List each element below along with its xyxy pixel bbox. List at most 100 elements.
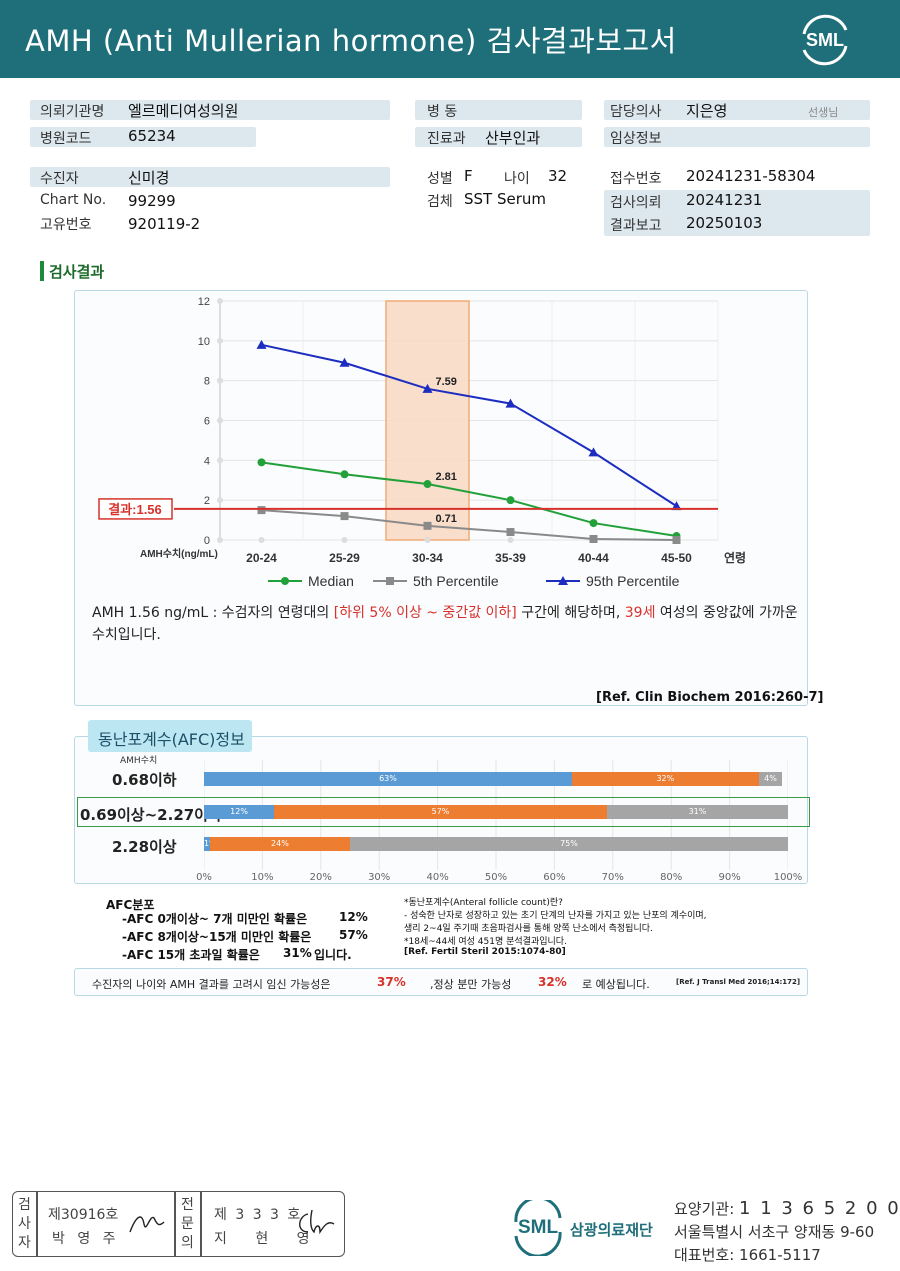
footer-foundation: 삼광의료재단 bbox=[570, 1221, 653, 1239]
request-value: 20241231 bbox=[686, 191, 763, 209]
afc-dist-title: AFC분포 bbox=[106, 898, 155, 912]
specialist-label: 전문의 bbox=[181, 1197, 194, 1251]
legend-label: 95th Percentile bbox=[586, 573, 680, 589]
specialist-no: 제 3 3 3 호 bbox=[214, 1207, 303, 1223]
afc-segment: 31% bbox=[606, 805, 788, 819]
series-line-triangle bbox=[261, 343, 678, 507]
x-tick-label: 20-24 bbox=[246, 551, 277, 565]
afc-segment: 12% bbox=[204, 805, 275, 819]
clinical-bar bbox=[604, 127, 870, 147]
p95-point bbox=[671, 501, 682, 511]
interp-part2: 구간에 해당하며, bbox=[516, 605, 625, 621]
unique-no-value: 920119-2 bbox=[128, 215, 201, 233]
p5-point bbox=[423, 521, 432, 530]
afc-note-1: - 성숙한 난자로 성장하고 있는 초기 단계의 난자를 가지고 있는 난포의 … bbox=[404, 911, 707, 921]
x-tick-dot bbox=[258, 537, 265, 543]
afc-axis: 0% 10% 20% 30% 40% 50% 60% 70% 80% 90% 100% bbox=[196, 872, 802, 886]
examiner-signature bbox=[129, 1216, 165, 1233]
afc-axis-tick: 20% bbox=[309, 872, 332, 883]
afc-bar-0: 63% 32% 4% bbox=[204, 772, 788, 786]
institution-label: 의뢰기관명 bbox=[40, 104, 105, 120]
footer-code-line: 요양기관: 1 1 3 6 5 2 0 0 bbox=[674, 1198, 900, 1219]
sex-value: F bbox=[464, 167, 473, 185]
legend-label: Median bbox=[308, 573, 354, 589]
footer-address: 서울특별시 서초구 양재동 9-60 bbox=[674, 1223, 875, 1241]
x-tick-label: 45-50 bbox=[661, 551, 692, 565]
y-axis-label: AMH수치(ng/mL) bbox=[140, 547, 218, 560]
doctor-value: 지은영 bbox=[686, 102, 728, 120]
examiner-name: 박 영 주 bbox=[52, 1231, 120, 1247]
footer-phone-label: 대표번호: bbox=[674, 1246, 740, 1264]
p5-point bbox=[672, 536, 681, 544]
sml-logo: SML bbox=[802, 14, 848, 66]
afc-dist-text-2: -AFC 15개 초과일 확률은 bbox=[122, 948, 260, 962]
patient-value: 신미경 bbox=[128, 169, 170, 187]
afc-note-0: *동난포계수(Anteral follicle count)란? bbox=[404, 898, 563, 908]
result-label-box bbox=[98, 498, 173, 520]
afc-row-label-0: 0.68이하 bbox=[112, 771, 177, 789]
y-tick-label: 2 bbox=[204, 495, 210, 507]
amh-chart: 0 2 4 6 8 10 12 20-24 25-29 30-34 35-39 40-44 45-50 연… bbox=[98, 296, 746, 589]
specialist-signature bbox=[299, 1209, 335, 1235]
footer-phone-value: 1661-5117 bbox=[739, 1246, 821, 1264]
afc-row-label-1: 0.69이상~2.27이하 bbox=[80, 806, 222, 824]
svg-text:SML: SML bbox=[806, 30, 844, 50]
afc-segment: 1% bbox=[204, 837, 210, 851]
specimen-value: SST Serum bbox=[464, 190, 547, 208]
specialist-name: 지 현 영 bbox=[214, 1231, 322, 1247]
p95-point bbox=[339, 357, 350, 367]
hospital-code-bar bbox=[30, 127, 256, 147]
report-header: AMH (Anti Mullerian hormone) 검사결과보고서 SML bbox=[0, 0, 900, 78]
median-point bbox=[589, 519, 598, 528]
afc-dist-value-1: 57% bbox=[339, 928, 368, 942]
sex-label: 성별 bbox=[427, 171, 453, 187]
footer-sml-logo: SML bbox=[514, 1200, 562, 1256]
dates-bar bbox=[604, 190, 870, 236]
summary-part1: 수진자의 나이와 AMH 결과를 고려시 임신 가능성은 bbox=[92, 978, 331, 991]
receipt-label: 접수번호 bbox=[610, 171, 662, 187]
afc-row-label-2: 2.28이상 bbox=[112, 838, 177, 856]
afc-axis-tick: 30% bbox=[368, 872, 391, 883]
p5-point bbox=[589, 535, 598, 544]
footer-code-label: 요양기관: bbox=[674, 1200, 740, 1218]
afc-tab-title: 동난포계수(AFC)정보 bbox=[88, 720, 252, 752]
afc-highlight-row bbox=[77, 797, 810, 827]
age-label: 나이 bbox=[504, 171, 530, 187]
afc-axis-tick: 70% bbox=[601, 872, 624, 883]
doctor-label: 담당의사 bbox=[610, 104, 662, 120]
afc-note-4: [Ref. Fertil Steril 2015:1074-80] bbox=[404, 947, 566, 957]
receipt-value: 20241231-58304 bbox=[686, 167, 816, 185]
hospital-code-value: 65234 bbox=[128, 127, 176, 145]
afc-dist-value-0: 12% bbox=[339, 910, 368, 924]
signature-divider-2 bbox=[174, 1191, 176, 1257]
x-tick-label: 40-44 bbox=[578, 551, 609, 565]
y-tick-label: 0 bbox=[204, 535, 210, 547]
afc-segment: 32% bbox=[571, 772, 759, 786]
afc-axis-tick: 80% bbox=[660, 872, 683, 883]
interp-age: 39세 bbox=[624, 605, 656, 621]
afc-segment: 63% bbox=[204, 772, 572, 786]
signature-box bbox=[12, 1191, 345, 1257]
summary-part3: 로 예상됩니다. bbox=[582, 978, 650, 991]
afc-dist-text-0: -AFC 0개이상~ 7개 미만인 확률은 bbox=[122, 912, 308, 926]
median-point bbox=[340, 470, 349, 479]
interp-part1: AMH 1.56 ng/mL : 수검자의 연령대의 bbox=[92, 605, 334, 621]
examiner-label: 검사자 bbox=[18, 1197, 31, 1251]
interp-part3: 여성의 중앙값에 가까운 수치입니다. bbox=[92, 605, 798, 643]
summary-value2: 32% bbox=[538, 975, 567, 989]
afc-dist-value-2: 31% bbox=[283, 946, 312, 960]
examiner-no: 제30916호 bbox=[48, 1207, 119, 1223]
interpretation-reference: [Ref. Clin Biochem 2016:260-7] bbox=[596, 690, 824, 705]
institution-value: 엘르메디여성의원 bbox=[128, 102, 239, 120]
doctor-suffix: 선생님 bbox=[808, 106, 839, 119]
afc-axis-tick: 10% bbox=[251, 872, 274, 883]
afc-dist-text-1: -AFC 8개이상~15개 미만인 확률은 bbox=[122, 930, 312, 944]
highlight-age-band bbox=[385, 300, 470, 541]
data-label: 7.59 bbox=[436, 376, 457, 388]
footer-code-value: 1 1 3 6 5 2 0 0 bbox=[739, 1198, 900, 1219]
ward-bar bbox=[415, 100, 582, 120]
afc-axis-tick: 0% bbox=[196, 872, 212, 883]
x-tick-dot bbox=[424, 537, 431, 543]
interpretation-text: AMH 1.56 ng/mL : 수검자의 연령대의 [하위 5% 이상 ~ 중… bbox=[92, 602, 804, 646]
x-tick-label: 25-29 bbox=[329, 551, 360, 565]
